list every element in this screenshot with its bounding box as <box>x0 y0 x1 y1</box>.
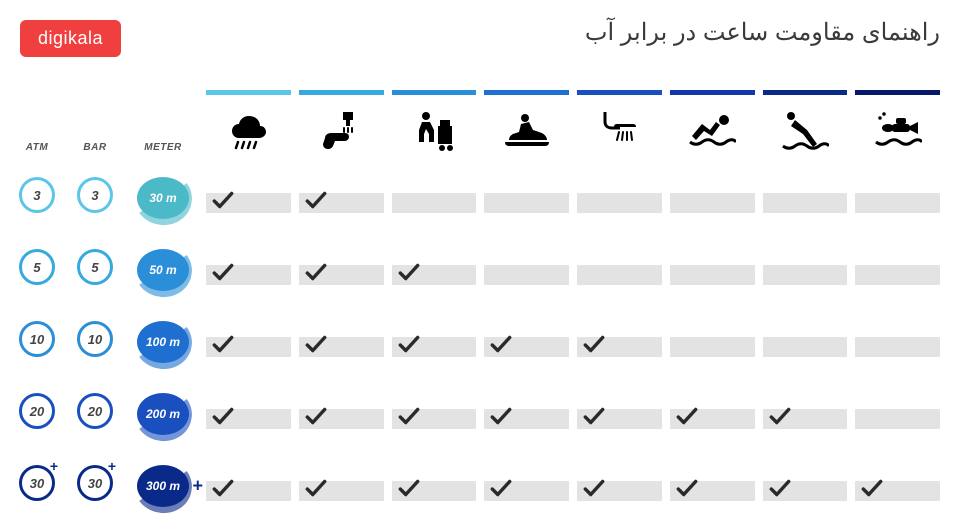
shower-icon <box>577 103 662 157</box>
capability-cell <box>670 337 755 357</box>
activity-col-swimming <box>670 90 755 157</box>
capability-cell <box>392 337 477 357</box>
page-title: راهنمای مقاومت ساعت در برابر آب <box>585 18 940 47</box>
col-accent-bar <box>392 90 477 95</box>
activity-col-jet-ski <box>484 90 569 157</box>
capability-cell <box>206 481 291 501</box>
capability-cell <box>855 193 940 213</box>
col-header-atm: ATM <box>12 142 62 157</box>
col-accent-bar <box>206 90 291 95</box>
atm-badge: 10 <box>19 321 55 357</box>
bar-badge: 20 <box>77 393 113 429</box>
atm-badge: 30 <box>19 465 55 501</box>
activity-col-hand-wash <box>299 90 384 157</box>
col-header-bar: BAR <box>70 142 120 157</box>
capability-cell <box>855 265 940 285</box>
rain-icon <box>206 103 291 157</box>
bar-badge: 3 <box>77 177 113 213</box>
activity-col-diving <box>763 90 848 157</box>
capability-cell <box>299 337 384 357</box>
capability-cell <box>763 265 848 285</box>
capability-cell <box>484 409 569 429</box>
bar-badge: 10 <box>77 321 113 357</box>
capability-cell <box>577 193 662 213</box>
capability-cell <box>392 481 477 501</box>
col-header-meter: METER <box>128 142 198 157</box>
col-accent-bar <box>299 90 384 95</box>
capability-cell <box>299 265 384 285</box>
capability-cell <box>299 193 384 213</box>
activity-col-work <box>392 90 477 157</box>
col-accent-bar <box>577 90 662 95</box>
capability-cell <box>763 481 848 501</box>
activity-col-rain <box>206 90 291 157</box>
diving-icon <box>763 103 848 157</box>
capability-cell <box>206 265 291 285</box>
capability-cell <box>577 265 662 285</box>
capability-cell <box>670 481 755 501</box>
capability-cell <box>206 193 291 213</box>
capability-cell <box>577 337 662 357</box>
capability-cell <box>763 409 848 429</box>
work-icon <box>392 103 477 157</box>
capability-cell <box>206 409 291 429</box>
meter-badge: 50 m <box>137 249 189 291</box>
meter-badge: 200 m <box>137 393 189 435</box>
capability-cell <box>577 409 662 429</box>
capability-cell <box>763 193 848 213</box>
meter-badge: 30 m <box>137 177 189 219</box>
meter-badge: 100 m <box>137 321 189 363</box>
bar-badge: 5 <box>77 249 113 285</box>
capability-cell <box>855 409 940 429</box>
capability-cell <box>670 265 755 285</box>
activity-col-scuba <box>855 90 940 157</box>
capability-cell <box>392 265 477 285</box>
capability-cell <box>855 481 940 501</box>
jet-ski-icon <box>484 103 569 157</box>
capability-cell <box>670 193 755 213</box>
logo-badge: digikala <box>20 20 121 57</box>
scuba-icon <box>855 103 940 157</box>
bar-badge: 30 <box>77 465 113 501</box>
water-resistance-chart: ATM BAR METER 33 30 m 55 50 m 10 10 100 m 20 20 200… <box>12 90 940 507</box>
capability-cell <box>206 337 291 357</box>
capability-cell <box>484 265 569 285</box>
col-accent-bar <box>670 90 755 95</box>
capability-cell <box>763 337 848 357</box>
capability-cell <box>577 481 662 501</box>
col-accent-bar <box>855 90 940 95</box>
capability-cell <box>484 481 569 501</box>
atm-badge: 3 <box>19 177 55 213</box>
capability-cell <box>855 337 940 357</box>
hand-wash-icon <box>299 103 384 157</box>
activity-col-shower <box>577 90 662 157</box>
capability-cell <box>392 193 477 213</box>
capability-cell <box>299 481 384 501</box>
swimming-icon <box>670 103 755 157</box>
col-accent-bar <box>484 90 569 95</box>
capability-cell <box>484 193 569 213</box>
capability-cell <box>670 409 755 429</box>
meter-badge: 300 m+ <box>137 465 189 507</box>
atm-badge: 20 <box>19 393 55 429</box>
col-accent-bar <box>763 90 848 95</box>
capability-cell <box>299 409 384 429</box>
atm-badge: 5 <box>19 249 55 285</box>
capability-cell <box>392 409 477 429</box>
capability-cell <box>484 337 569 357</box>
